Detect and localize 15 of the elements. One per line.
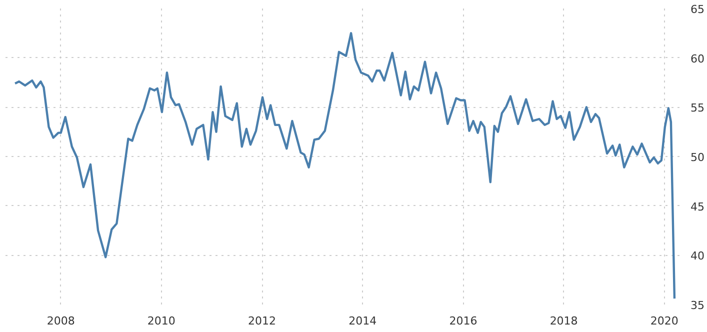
- x-tick-label: 2008: [46, 314, 75, 328]
- y-tick-label: 50: [690, 151, 704, 164]
- y-tick-label: 55: [690, 102, 704, 115]
- x-tick-label: 2016: [449, 314, 478, 328]
- y-tick-label: 40: [690, 250, 704, 263]
- x-tick-label: 2020: [650, 314, 678, 328]
- line-series: [14, 32, 676, 300]
- y-tick-label: 45: [690, 200, 704, 214]
- x-tick-label: 2018: [550, 314, 578, 328]
- x-tick-label: 2010: [147, 314, 176, 328]
- y-tick-label: 35: [690, 299, 704, 312]
- x-tick-label: 2014: [348, 314, 377, 328]
- y-tick-label: 65: [690, 3, 704, 16]
- x-tick-label: 2012: [248, 314, 276, 328]
- y-tick-label: 60: [690, 52, 704, 66]
